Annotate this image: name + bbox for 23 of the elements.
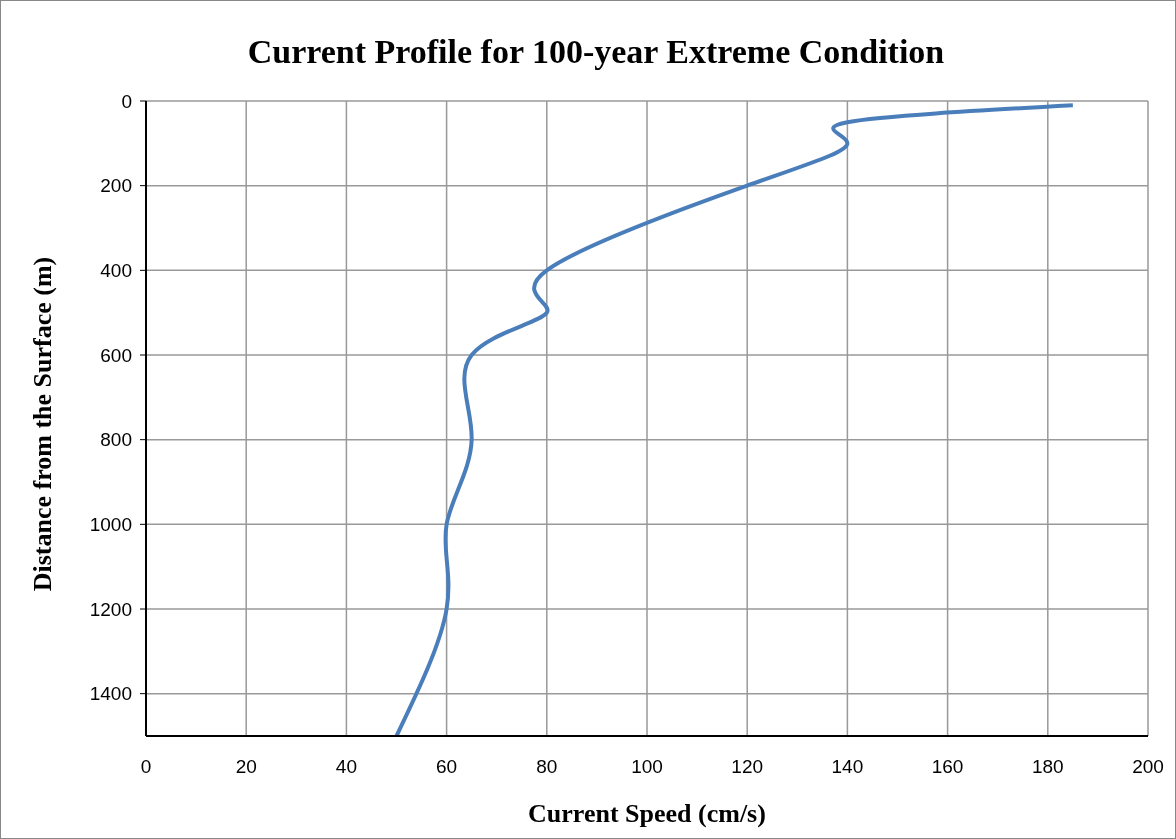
- x-tick-label: 40: [335, 756, 357, 778]
- line-series: [394, 103, 1075, 736]
- y-tick-label: 1200: [89, 598, 132, 620]
- y-tick-label: 800: [100, 429, 132, 451]
- y-tick-label: 1400: [89, 683, 132, 705]
- y-tick-label: 200: [100, 175, 132, 197]
- x-tick-label: 60: [436, 756, 458, 778]
- x-tick-label: 160: [931, 756, 964, 778]
- x-tick-label: 100: [631, 756, 663, 778]
- y-tick-label: 0: [121, 90, 132, 112]
- x-tick-label: 180: [1031, 756, 1064, 778]
- y-tick-label: 1000: [89, 514, 132, 536]
- x-tick-label: 120: [731, 756, 764, 778]
- x-tick-label: 140: [831, 756, 864, 778]
- y-axis-title: Distance from the Surface (m): [28, 256, 58, 591]
- x-tick-label: 80: [536, 756, 558, 778]
- y-tick-label: 400: [100, 260, 132, 282]
- x-tick-label: 200: [1132, 756, 1164, 778]
- x-tick-label: 20: [235, 756, 257, 778]
- chart-title: Current Profile for 100-year Extreme Condition: [246, 33, 946, 71]
- y-tick-label: 600: [100, 344, 132, 366]
- x-tick-label: 0: [140, 756, 152, 778]
- x-axis-title: Current Speed (cm/s): [527, 799, 767, 829]
